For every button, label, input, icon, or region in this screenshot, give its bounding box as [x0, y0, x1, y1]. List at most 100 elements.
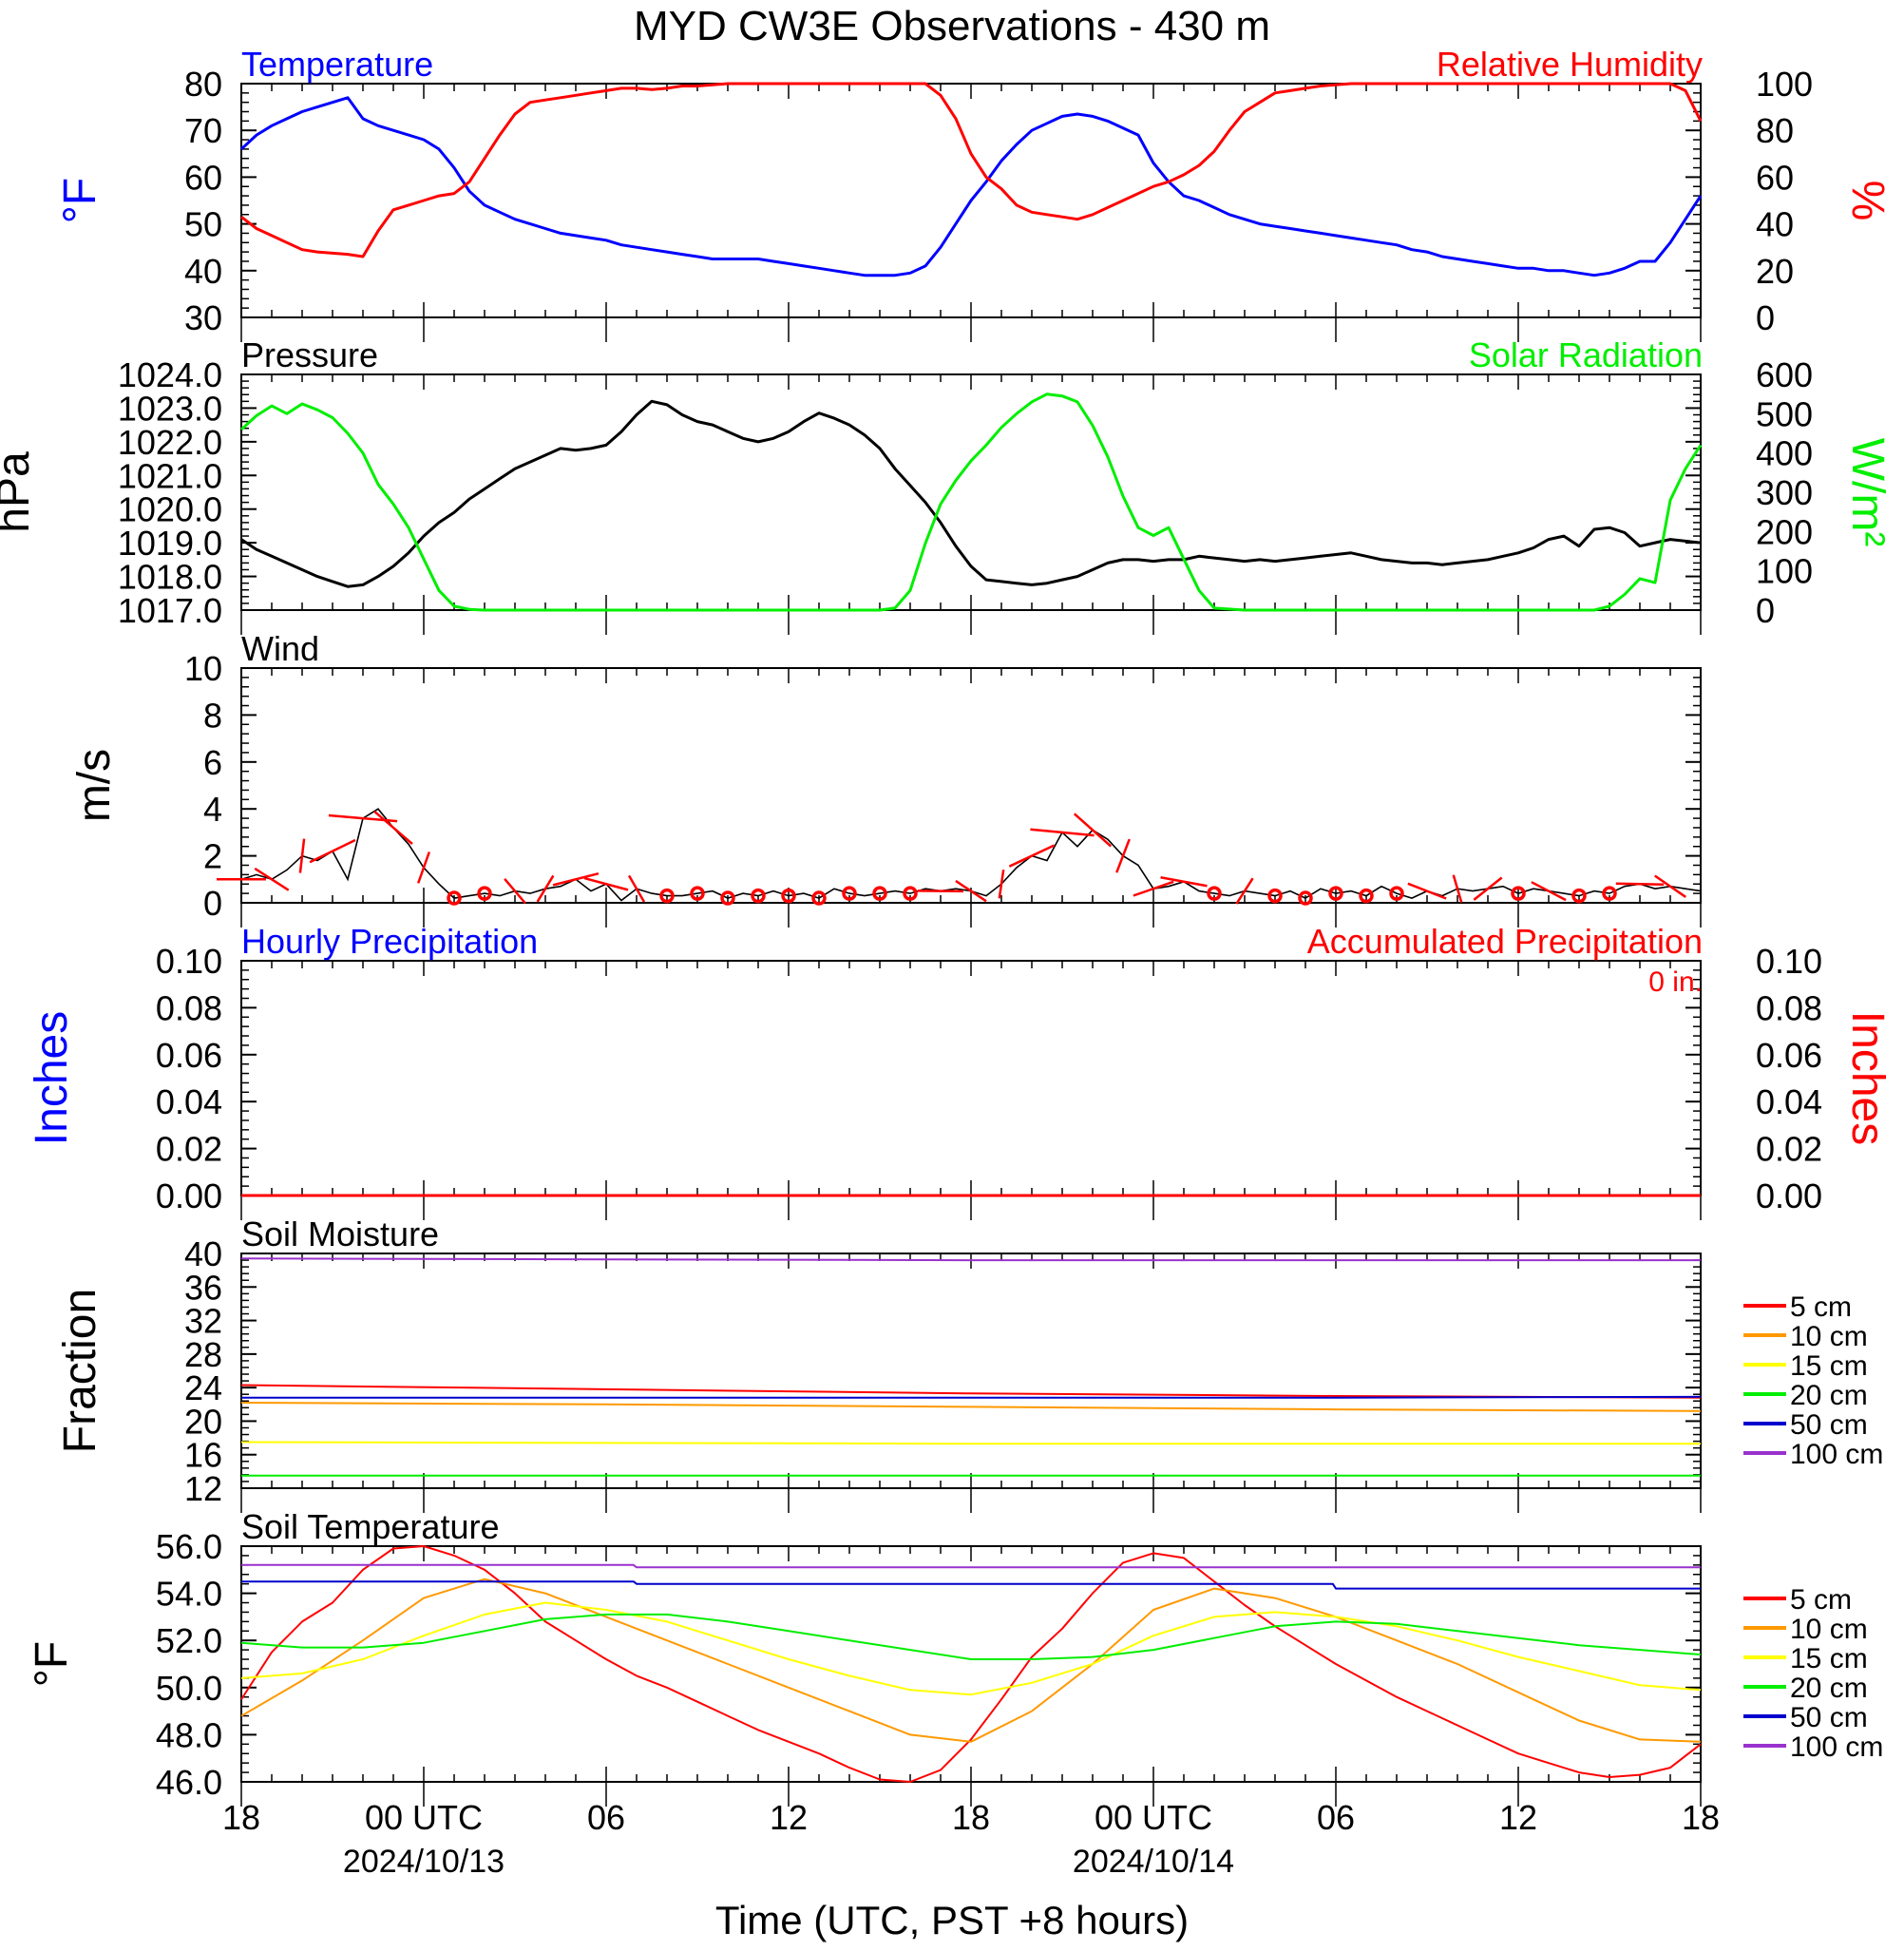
wind-calm-marker [842, 886, 857, 901]
left-tick-label: 0.10 [156, 942, 222, 981]
right-tick-label: 0 [1756, 591, 1775, 630]
left-unit-label: Inches [27, 1011, 77, 1145]
wind-barb [627, 874, 646, 903]
panel-right-title: Solar Radiation [1469, 335, 1703, 374]
wind-calm-marker [872, 886, 887, 901]
left-tick-label: 0.00 [156, 1176, 222, 1215]
wind-calm-marker [1511, 886, 1526, 901]
wind-barb [254, 867, 290, 891]
wind-barb [504, 878, 526, 905]
wind-barb [998, 869, 1005, 899]
left-tick-label: 10 [184, 649, 222, 688]
left-tick-label: 2 [203, 837, 222, 876]
left-tick-label: 50 [184, 205, 222, 244]
wind-barb [917, 889, 964, 893]
x-axis: 18 00 UTC 2024/10/13 06 12 18 00 UTC 2024/10/14… [222, 1798, 1720, 1880]
wind-calm-marker [477, 886, 492, 901]
wind-barb [309, 838, 356, 864]
right-tick-label: 200 [1756, 512, 1813, 551]
soil-temperature-line-1 [240, 1578, 1702, 1743]
right-tick-label: 500 [1756, 394, 1813, 433]
left-tick-label: 50.0 [156, 1669, 222, 1708]
wind-calm-marker [690, 886, 705, 901]
left-tick-label: 8 [203, 696, 222, 735]
x-tick-label: 18 [1682, 1798, 1720, 1837]
wind-barb [1407, 882, 1447, 900]
panel-left-title: Soil Moisture [241, 1215, 439, 1253]
x-tick-label: 12 [770, 1798, 808, 1837]
wind-barb [1452, 874, 1463, 903]
soil-temperature-line-2 [240, 1601, 1702, 1696]
wind-calm-marker [1389, 886, 1404, 901]
wind-barb [536, 874, 555, 903]
legend-label: 10 cm [1790, 1614, 1868, 1645]
temperature-line [239, 96, 1703, 277]
wind-calm-marker [1328, 886, 1343, 901]
wind-calm-marker [659, 888, 675, 904]
x-tick-label: 18 [222, 1798, 260, 1837]
chart-title: MYD CW3E Observations - 430 m [634, 3, 1270, 49]
legend-label: 15 cm [1790, 1350, 1868, 1382]
panel-right-title: Relative Humidity [1437, 45, 1703, 84]
soil-temperature-line-0 [240, 1545, 1702, 1783]
right-tick-label: 100 [1756, 65, 1813, 104]
left-tick-label: 54.0 [156, 1575, 222, 1614]
wind-barb [373, 810, 413, 846]
panel-precipitation: 0.10 0.08 0.06 0.04 0.02 0.00 0.10 0.08 0.06 0.04… [27, 922, 1893, 1220]
x-tick-label: 12 [1499, 1798, 1537, 1837]
left-tick-label: 60 [184, 158, 222, 197]
left-tick-label: 40 [184, 1234, 222, 1273]
panel-soil-temperature: 56.0 54.0 52.0 50.0 48.0 46.0 Soil Temperature… [27, 1507, 1883, 1807]
soil-moisture-line-5 [240, 1257, 1701, 1262]
x-tick-label: 18 [952, 1798, 990, 1837]
left-tick-label: 0.06 [156, 1036, 222, 1075]
right-tick-label: 600 [1756, 355, 1813, 394]
wind-barb [1473, 876, 1503, 901]
panel-left-title: Hourly Precipitation [241, 922, 538, 961]
wind-calm-marker [751, 888, 766, 904]
panel-wind: 10 8 6 4 2 0 Wind m/s [69, 629, 1702, 928]
wind-barb [1030, 828, 1095, 837]
left-tick-label: 52.0 [156, 1621, 222, 1660]
wind-calm-marker [781, 888, 796, 904]
left-tick-label: 48.0 [156, 1715, 222, 1754]
right-tick-label: 40 [1756, 205, 1794, 244]
soil-moisture-line-4 [241, 1395, 1702, 1399]
wind-speed-line [240, 808, 1702, 902]
wind-barb [1008, 844, 1056, 868]
wind-barb [1235, 877, 1254, 905]
legend-label: 50 cm [1790, 1409, 1868, 1441]
right-tick-label: 0.10 [1756, 942, 1822, 981]
legend-label: 100 cm [1790, 1439, 1883, 1470]
legend-label: 100 cm [1790, 1731, 1883, 1763]
wind-barb [583, 876, 629, 891]
legend-label: 15 cm [1790, 1643, 1868, 1674]
wind-barb [1115, 838, 1131, 873]
left-tick-label: 56.0 [156, 1527, 222, 1566]
right-tick-label: 300 [1756, 473, 1813, 512]
left-tick-label: 1023.0 [118, 389, 222, 428]
wind-barb [1133, 880, 1174, 897]
left-tick-label: 0 [203, 884, 222, 923]
soil-moisture-line-1 [240, 1402, 1702, 1412]
left-tick-label: 80 [184, 65, 222, 104]
x-tick-label: 00 UTC [365, 1798, 483, 1837]
solar-radiation-line [239, 392, 1703, 612]
left-unit-label: °F [55, 178, 105, 224]
right-unit-label: % [1842, 181, 1893, 221]
humidity-line [240, 82, 1703, 258]
right-tick-label: 0.06 [1756, 1036, 1822, 1075]
right-unit-label: W/m² [1842, 438, 1893, 547]
panel-left-title: Soil Temperature [241, 1507, 499, 1546]
left-unit-label: °F [27, 1641, 77, 1688]
wind-barb [417, 851, 430, 884]
panel-left-title: Wind [241, 629, 319, 668]
right-tick-label: 0 [1756, 298, 1775, 337]
left-tick-label: 16 [184, 1436, 222, 1475]
panel-left-title: Pressure [241, 335, 378, 374]
left-tick-label: 24 [184, 1368, 222, 1407]
panel-left-title: Temperature [241, 45, 433, 84]
legend-label: 20 cm [1790, 1673, 1868, 1704]
